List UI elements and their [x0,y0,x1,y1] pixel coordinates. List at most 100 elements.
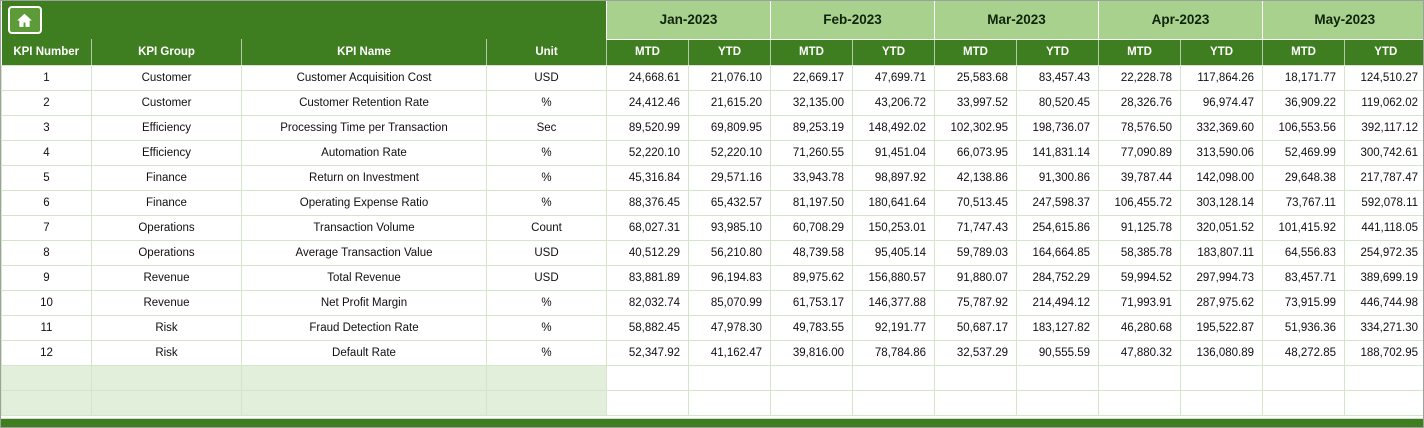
value-cell[interactable]: 93,985.10 [687,214,772,241]
value-cell[interactable]: 24,668.61 [606,64,689,91]
kpi-number-cell[interactable]: 8 [1,239,92,266]
kpi-name-cell[interactable]: Net Profit Margin [241,289,487,316]
empty-cell[interactable] [241,364,487,391]
kpi-group-cell[interactable]: Customer [91,64,242,91]
value-cell[interactable]: 58,882.45 [606,314,689,341]
value-cell[interactable]: 82,032.74 [606,289,689,316]
value-cell[interactable]: 49,783.55 [770,314,854,341]
empty-cell[interactable] [486,389,607,416]
month-header-apr[interactable]: Apr-2023 [1098,1,1263,40]
value-cell[interactable]: 21,615.20 [687,89,772,116]
kpi-number-cell[interactable]: 10 [1,289,92,316]
value-cell[interactable]: 146,377.88 [852,289,936,316]
kpi-number-cell[interactable]: 7 [1,214,92,241]
value-cell[interactable]: 78,576.50 [1098,114,1182,141]
kpi-number-cell[interactable]: 9 [1,264,92,291]
kpi-name-cell[interactable]: Processing Time per Transaction [241,114,487,141]
value-cell[interactable]: 47,699.71 [852,64,936,91]
value-cell[interactable]: 254,615.86 [1016,214,1100,241]
value-cell[interactable]: 24,412.46 [606,89,689,116]
value-cell[interactable]: 148,492.02 [852,114,936,141]
subcolumn-header-ytd[interactable]: YTD [1180,39,1263,65]
unit-cell[interactable]: % [486,289,607,316]
month-header-feb[interactable]: Feb-2023 [770,1,935,40]
value-cell[interactable]: 36,909.22 [1262,89,1346,116]
month-header-mar[interactable]: Mar-2023 [934,1,1099,40]
empty-cell[interactable] [1262,364,1346,391]
subcolumn-header-ytd[interactable]: YTD [1016,39,1099,65]
subcolumn-header-mtd[interactable]: MTD [1098,39,1181,65]
value-cell[interactable]: 51,936.36 [1262,314,1346,341]
unit-cell[interactable]: % [486,189,607,216]
unit-cell[interactable]: Sec [486,114,607,141]
unit-cell[interactable]: USD [486,239,607,266]
value-cell[interactable]: 48,739.58 [770,239,854,266]
value-cell[interactable]: 300,742.61 [1344,139,1423,166]
kpi-name-cell[interactable]: Customer Acquisition Cost [241,64,487,91]
kpi-number-cell[interactable]: 5 [1,164,92,191]
empty-cell[interactable] [1262,389,1346,416]
value-cell[interactable]: 28,326.76 [1098,89,1182,116]
value-cell[interactable]: 287,975.62 [1180,289,1264,316]
kpi-group-cell[interactable]: Risk [91,339,242,366]
empty-cell[interactable] [1,364,92,391]
kpi-number-cell[interactable]: 6 [1,189,92,216]
subcolumn-header-mtd[interactable]: MTD [1262,39,1345,65]
empty-cell[interactable] [1098,389,1182,416]
value-cell[interactable]: 59,994.52 [1098,264,1182,291]
value-cell[interactable]: 183,127.82 [1016,314,1100,341]
value-cell[interactable]: 106,455.72 [1098,189,1182,216]
value-cell[interactable]: 45,316.84 [606,164,689,191]
value-cell[interactable]: 334,271.30 [1344,314,1423,341]
unit-cell[interactable]: % [486,89,607,116]
value-cell[interactable]: 101,415.92 [1262,214,1346,241]
value-cell[interactable]: 89,975.62 [770,264,854,291]
value-cell[interactable]: 102,302.95 [934,114,1018,141]
value-cell[interactable]: 29,648.38 [1262,164,1346,191]
empty-cell[interactable] [687,389,772,416]
value-cell[interactable]: 195,522.87 [1180,314,1264,341]
value-cell[interactable]: 117,864.26 [1180,64,1264,91]
empty-cell[interactable] [852,389,936,416]
value-cell[interactable]: 392,117.12 [1344,114,1423,141]
value-cell[interactable]: 58,385.78 [1098,239,1182,266]
kpi-number-cell[interactable]: 1 [1,64,92,91]
value-cell[interactable]: 33,943.78 [770,164,854,191]
value-cell[interactable]: 66,073.95 [934,139,1018,166]
value-cell[interactable]: 33,997.52 [934,89,1018,116]
kpi-name-cell[interactable]: Default Rate [241,339,487,366]
kpi-group-cell[interactable]: Efficiency [91,114,242,141]
value-cell[interactable]: 40,512.29 [606,239,689,266]
empty-cell[interactable] [770,389,854,416]
home-button[interactable] [7,6,42,34]
value-cell[interactable]: 78,784.86 [852,339,936,366]
value-cell[interactable]: 89,520.99 [606,114,689,141]
value-cell[interactable]: 52,347.92 [606,339,689,366]
value-cell[interactable]: 65,432.57 [687,189,772,216]
kpi-number-cell[interactable]: 12 [1,339,92,366]
kpi-number-cell[interactable]: 4 [1,139,92,166]
empty-cell[interactable] [934,364,1018,391]
kpi-name-cell[interactable]: Return on Investment [241,164,487,191]
value-cell[interactable]: 39,816.00 [770,339,854,366]
value-cell[interactable]: 50,687.17 [934,314,1018,341]
value-cell[interactable]: 214,494.12 [1016,289,1100,316]
value-cell[interactable]: 32,537.29 [934,339,1018,366]
value-cell[interactable]: 247,598.37 [1016,189,1100,216]
subcolumn-header-ytd[interactable]: YTD [1344,39,1423,65]
value-cell[interactable]: 89,253.19 [770,114,854,141]
value-cell[interactable]: 91,451.04 [852,139,936,166]
value-cell[interactable]: 96,974.47 [1180,89,1264,116]
subcolumn-header-mtd[interactable]: MTD [934,39,1017,65]
value-cell[interactable]: 85,070.99 [687,289,772,316]
value-cell[interactable]: 91,300.86 [1016,164,1100,191]
empty-cell[interactable] [1016,389,1100,416]
value-cell[interactable]: 254,972.35 [1344,239,1423,266]
value-cell[interactable]: 52,220.10 [606,139,689,166]
unit-cell[interactable]: USD [486,264,607,291]
value-cell[interactable]: 217,787.47 [1344,164,1423,191]
value-cell[interactable]: 124,510.27 [1344,64,1423,91]
value-cell[interactable]: 198,736.07 [1016,114,1100,141]
value-cell[interactable]: 83,457.43 [1016,64,1100,91]
value-cell[interactable]: 22,669.17 [770,64,854,91]
